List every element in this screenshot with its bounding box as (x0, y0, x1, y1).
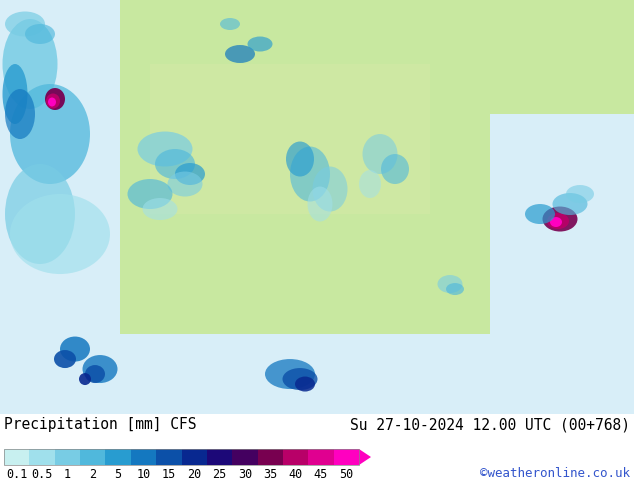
Ellipse shape (25, 24, 55, 44)
Text: 1: 1 (64, 468, 71, 481)
Ellipse shape (3, 64, 27, 124)
Text: 10: 10 (136, 468, 151, 481)
Bar (232, 449, 257, 465)
Bar (131, 449, 156, 465)
Ellipse shape (82, 355, 117, 383)
Text: 0.1: 0.1 (6, 468, 27, 481)
Ellipse shape (10, 194, 110, 274)
Ellipse shape (220, 18, 240, 30)
Ellipse shape (143, 198, 178, 220)
Text: 25: 25 (212, 468, 227, 481)
Text: ©weatheronline.co.uk: ©weatheronline.co.uk (480, 467, 630, 480)
Bar (55, 449, 80, 465)
Ellipse shape (550, 217, 562, 227)
Bar (105, 449, 131, 465)
Text: 35: 35 (263, 468, 278, 481)
Polygon shape (359, 449, 371, 465)
Ellipse shape (60, 337, 90, 362)
Ellipse shape (79, 373, 91, 385)
Bar (156, 449, 181, 465)
Bar (540, 0, 634, 414)
Bar (0, 334, 634, 414)
Ellipse shape (307, 187, 332, 221)
Ellipse shape (446, 283, 464, 295)
Ellipse shape (283, 368, 318, 390)
Bar (181, 449, 207, 465)
Text: 30: 30 (238, 468, 252, 481)
Ellipse shape (155, 149, 195, 179)
Ellipse shape (225, 45, 255, 63)
Ellipse shape (525, 204, 555, 224)
Text: 5: 5 (115, 468, 122, 481)
Ellipse shape (313, 167, 347, 212)
Text: 0.5: 0.5 (31, 468, 53, 481)
Bar (207, 449, 232, 465)
Ellipse shape (175, 163, 205, 185)
Bar (333, 449, 359, 465)
Bar (283, 449, 308, 465)
Ellipse shape (5, 11, 45, 36)
Bar (308, 449, 333, 465)
Ellipse shape (247, 36, 273, 51)
Ellipse shape (543, 206, 578, 232)
Ellipse shape (552, 193, 588, 215)
Bar (490, 114, 634, 414)
Ellipse shape (127, 179, 172, 209)
Text: 2: 2 (89, 468, 96, 481)
Ellipse shape (138, 131, 193, 167)
Ellipse shape (295, 376, 315, 392)
Ellipse shape (359, 170, 381, 198)
Bar (4, 449, 29, 465)
Bar (0, 0, 120, 414)
Ellipse shape (54, 350, 76, 368)
Ellipse shape (363, 134, 398, 174)
Ellipse shape (3, 19, 58, 109)
Text: 50: 50 (339, 468, 353, 481)
Bar (80, 449, 105, 465)
Ellipse shape (85, 365, 105, 383)
Ellipse shape (547, 213, 569, 229)
Ellipse shape (5, 89, 35, 139)
Text: Su 27-10-2024 12.00 UTC (00+768): Su 27-10-2024 12.00 UTC (00+768) (350, 417, 630, 432)
Ellipse shape (265, 359, 315, 389)
Ellipse shape (5, 164, 75, 264)
Text: 20: 20 (187, 468, 202, 481)
Ellipse shape (167, 172, 202, 196)
Ellipse shape (46, 94, 60, 108)
Ellipse shape (48, 98, 56, 106)
Text: 40: 40 (288, 468, 302, 481)
Bar (120, 0, 630, 114)
Ellipse shape (381, 154, 409, 184)
Text: Precipitation [mm] CFS: Precipitation [mm] CFS (4, 417, 197, 432)
Bar (29, 449, 55, 465)
Bar (4, 449, 359, 465)
Bar (150, 64, 430, 214)
Bar (120, 0, 490, 414)
Text: 15: 15 (162, 468, 176, 481)
Ellipse shape (566, 185, 594, 203)
Ellipse shape (10, 84, 90, 184)
Ellipse shape (290, 147, 330, 201)
Bar (257, 449, 283, 465)
Ellipse shape (437, 275, 462, 293)
Ellipse shape (45, 88, 65, 110)
Ellipse shape (286, 142, 314, 176)
Text: 45: 45 (314, 468, 328, 481)
